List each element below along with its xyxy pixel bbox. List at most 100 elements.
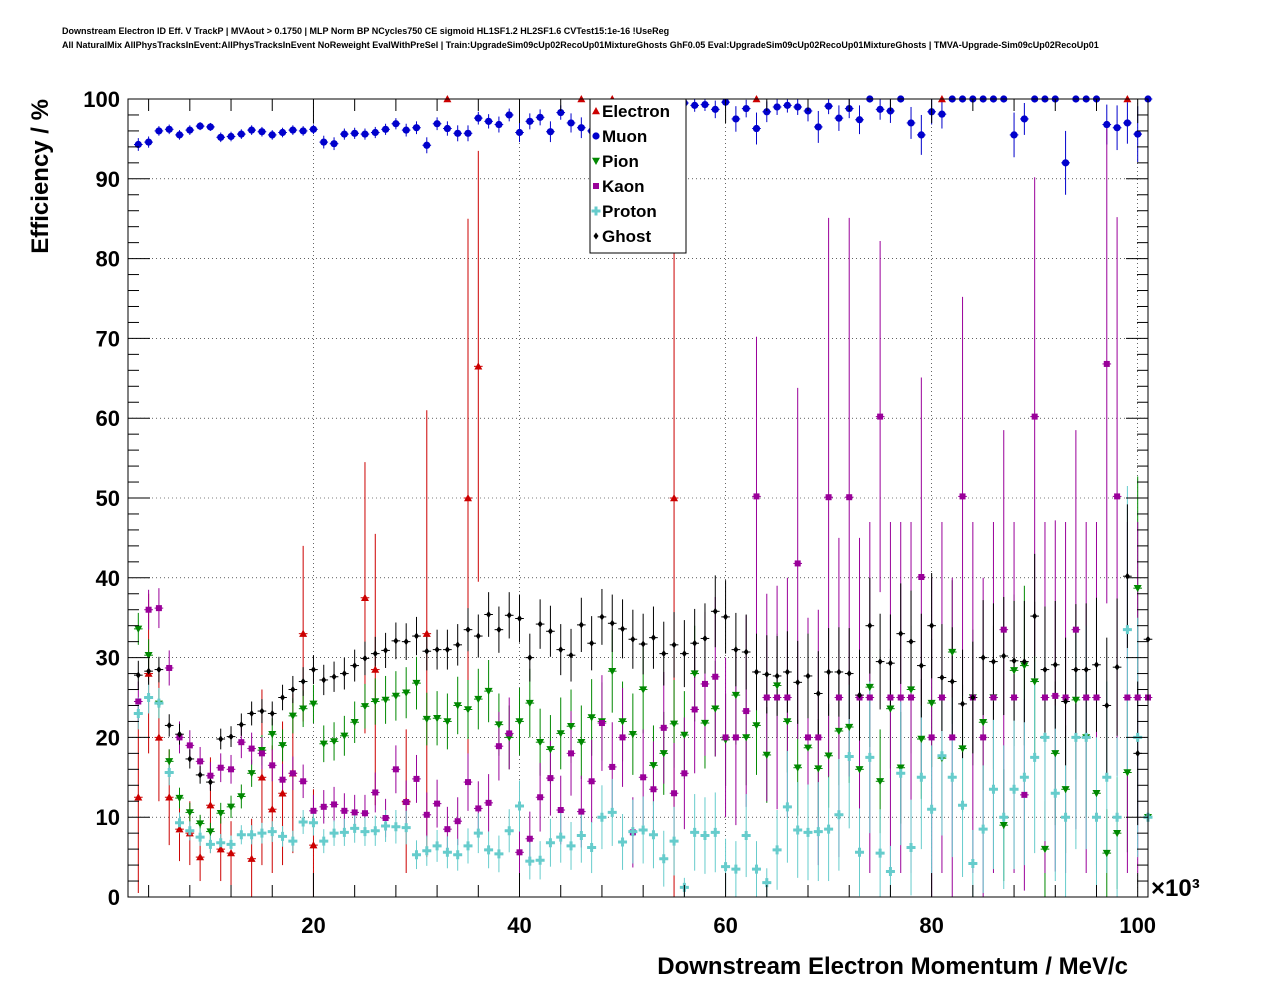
ghost-point (434, 646, 440, 654)
proton-point (370, 826, 380, 836)
x-tick-label: 40 (507, 913, 531, 938)
kaon-point (145, 606, 152, 613)
kaon-point (805, 734, 811, 741)
kaon-point (217, 764, 224, 771)
muon-point (701, 100, 709, 109)
ghost-point (228, 733, 234, 741)
pion-point (958, 745, 967, 753)
proton-point (236, 830, 246, 840)
proton-point (494, 849, 504, 859)
pion-point (855, 766, 864, 774)
pion-point (175, 794, 184, 803)
pion-point (206, 828, 215, 836)
ghost-point (939, 674, 945, 682)
kaon-point (341, 807, 348, 814)
proton-point (690, 827, 700, 837)
pion-point (412, 679, 421, 688)
muon-point (1020, 115, 1028, 123)
axis-ticks: 0 10 20 30 40 50 60 70 80 90 100 20 40 60 80 100 (83, 87, 1156, 938)
proton-point (1009, 784, 1019, 794)
kaon-point (743, 708, 750, 715)
muon-point (217, 133, 225, 141)
muon-point (1010, 131, 1018, 139)
proton-point (865, 752, 875, 762)
ghost-point (1093, 661, 1099, 669)
proton-point (463, 841, 473, 851)
muon-point (309, 125, 318, 133)
ghost-point (331, 673, 337, 681)
proton-point (381, 821, 391, 831)
proton-point (298, 817, 308, 827)
y-tick-label: 10 (96, 805, 120, 830)
ghost-point (187, 755, 193, 763)
kaon-point (774, 694, 781, 701)
pion-point (1133, 584, 1142, 593)
legend-marker-pion (592, 157, 600, 165)
ghost-point (681, 650, 687, 658)
pion-point (670, 720, 679, 728)
muon-point (186, 126, 194, 134)
ghost-point (1032, 612, 1038, 620)
kaon-point (289, 770, 296, 777)
ghost-point (733, 646, 739, 654)
y-tick-label: 90 (96, 167, 120, 192)
ghost-point (949, 678, 955, 686)
muon-point (577, 124, 585, 132)
muon-point (381, 125, 390, 133)
kaon-point (279, 776, 286, 783)
pion-point (927, 699, 936, 708)
pion-point (804, 744, 812, 752)
legend-label-pion: Pion (602, 152, 639, 171)
ghost-point (764, 670, 770, 678)
pion-point (896, 764, 905, 772)
kaon-point (238, 739, 245, 746)
legend-label-ghost: Ghost (602, 227, 651, 246)
y-axis-label: Efficiency / % (27, 99, 54, 254)
legend-marker-kaon (593, 183, 599, 189)
proton-point (154, 698, 164, 708)
kaon-point (1093, 694, 1100, 701)
ghost-point (537, 620, 543, 628)
pion-point (1020, 662, 1029, 670)
kaon-point (1114, 493, 1121, 500)
pion-point (783, 718, 792, 726)
muon-point (526, 117, 534, 125)
proton-point (144, 693, 154, 702)
muon-point (711, 105, 719, 113)
ghost-point (795, 678, 801, 686)
pion-point (1061, 786, 1070, 794)
kaon-point (310, 807, 317, 814)
y-tick-label: 20 (96, 725, 120, 750)
muon-point (299, 127, 307, 135)
ghost-point (836, 668, 842, 676)
ghost-point (1001, 652, 1007, 660)
kaon-point (465, 779, 471, 786)
x-tick-label: 60 (713, 913, 737, 938)
pion-point (144, 652, 153, 660)
muon-point (371, 128, 379, 137)
muon-point (1123, 119, 1131, 127)
pion-point (907, 686, 916, 694)
proton-point (834, 810, 844, 820)
kaon-point (671, 790, 678, 797)
pion-point (886, 705, 895, 713)
proton-point (896, 768, 906, 778)
proton-point (525, 856, 535, 866)
kaon-point (423, 811, 430, 818)
muon-point (742, 104, 750, 113)
kaon-point (300, 778, 307, 785)
kaon-point (846, 494, 853, 501)
kaon-point (609, 763, 616, 770)
muon-point (825, 102, 833, 110)
electron-point (268, 805, 277, 813)
electron-point (216, 845, 225, 853)
kaon-point (248, 745, 255, 752)
electron-point (299, 629, 308, 637)
proton-point (648, 830, 658, 840)
proton-point (484, 845, 494, 855)
kaon-point (197, 758, 204, 765)
kaon-point (825, 494, 832, 501)
pion-point (762, 751, 771, 759)
pion-point (1113, 829, 1122, 838)
proton-point (164, 768, 174, 778)
